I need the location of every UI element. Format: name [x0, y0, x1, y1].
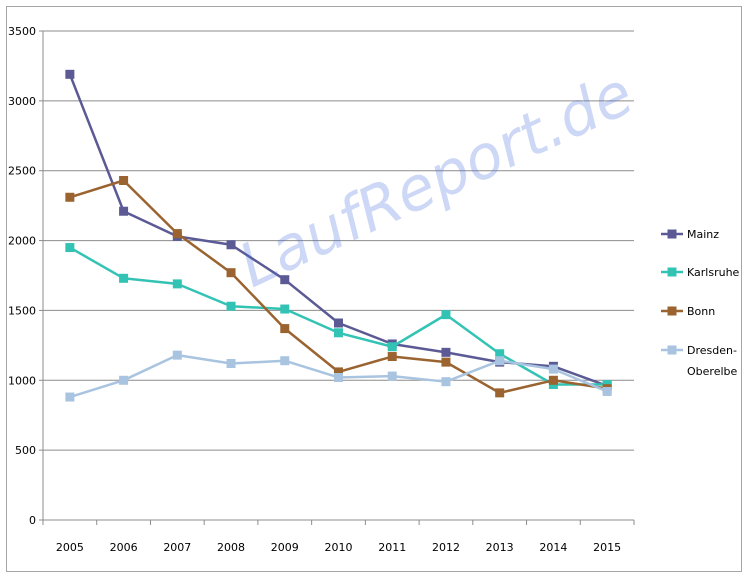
- x-tick-label: 2015: [593, 541, 621, 554]
- x-tick-label: 2014: [539, 541, 567, 554]
- data-point: [280, 324, 290, 334]
- y-tick-label: 3500: [8, 25, 36, 38]
- y-tick-label: 0: [29, 514, 36, 527]
- watermark: LaufReport.de: [229, 59, 644, 302]
- data-point: [65, 192, 75, 202]
- data-point: [495, 349, 505, 359]
- data-point: [495, 388, 505, 398]
- data-point: [172, 229, 182, 239]
- data-point: [441, 357, 451, 367]
- data-point: [334, 318, 343, 328]
- legend-marker: [667, 229, 677, 239]
- legend-marker: [667, 345, 677, 355]
- legend-item: Dresden- Oberelbe: [661, 344, 737, 378]
- legend-label: Oberelbe: [687, 365, 737, 378]
- chart-frame: [6, 6, 742, 572]
- legend-marker: [667, 306, 677, 316]
- legend-label: Bonn: [687, 305, 715, 318]
- legend-marker: [667, 267, 677, 277]
- y-tick-label: 500: [15, 444, 36, 457]
- x-tick-label: 2008: [217, 541, 245, 554]
- data-point: [119, 375, 129, 385]
- data-point: [280, 304, 290, 314]
- data-point: [387, 352, 397, 362]
- x-tick-label: 2013: [486, 541, 514, 554]
- data-point: [119, 273, 129, 283]
- legend-item: Karlsruhe: [661, 266, 740, 279]
- x-tick-label: 2010: [325, 541, 353, 554]
- data-point: [280, 356, 290, 366]
- y-tick-label: 2500: [8, 165, 36, 178]
- data-point: [334, 367, 343, 377]
- data-point: [226, 359, 236, 369]
- series-dresden-oberelbe: [65, 350, 612, 402]
- legend-item: Mainz: [661, 228, 719, 241]
- legend: Mainz Karlsruhe Bonn Dresden- Oberelbe: [661, 228, 740, 378]
- data-point: [387, 371, 397, 381]
- data-point: [441, 347, 451, 357]
- y-tick-label: 2000: [8, 235, 36, 248]
- data-point: [119, 175, 129, 185]
- data-point: [226, 268, 236, 278]
- y-tick-label: 1500: [8, 304, 36, 317]
- data-point: [226, 240, 236, 250]
- data-point: [441, 377, 451, 387]
- series-karlsruhe: [65, 243, 612, 389]
- legend-label: Karlsruhe: [687, 266, 740, 279]
- x-tick-label: 2006: [110, 541, 138, 554]
- data-point: [548, 364, 558, 374]
- data-point: [280, 275, 290, 285]
- gridlines: [43, 30, 634, 451]
- y-tick-label: 1000: [8, 374, 36, 387]
- x-tick-label: 2011: [378, 541, 406, 554]
- series-layer: [65, 69, 612, 402]
- data-point: [334, 372, 343, 382]
- data-point: [65, 243, 75, 253]
- data-point: [65, 392, 75, 402]
- data-point: [602, 386, 612, 396]
- data-point: [548, 375, 558, 385]
- series-bonn: [65, 175, 612, 398]
- data-point: [119, 206, 129, 216]
- legend-label: Mainz: [687, 228, 719, 241]
- data-point: [387, 342, 397, 352]
- data-point: [495, 356, 505, 366]
- data-point: [172, 350, 182, 360]
- data-point: [334, 328, 343, 338]
- y-axis-ticks: 0 500 1000 1500 2000 2500 3000 3500: [8, 25, 36, 527]
- data-point: [441, 310, 451, 320]
- x-tick-label: 2009: [271, 541, 299, 554]
- legend-item: Bonn: [661, 305, 715, 318]
- x-axis-ticks: 2005 2006 2007 2008 2009 2010 2011 2012 2013 2014…: [56, 541, 621, 554]
- x-tick-label: 2012: [432, 541, 460, 554]
- data-point: [65, 69, 75, 79]
- legend-label: Dresden-: [687, 344, 737, 357]
- data-point: [226, 301, 236, 311]
- axes: [39, 30, 635, 525]
- x-tick-label: 2005: [56, 541, 84, 554]
- x-tick-label: 2007: [163, 541, 191, 554]
- y-tick-label: 3000: [8, 95, 36, 108]
- data-point: [172, 279, 182, 289]
